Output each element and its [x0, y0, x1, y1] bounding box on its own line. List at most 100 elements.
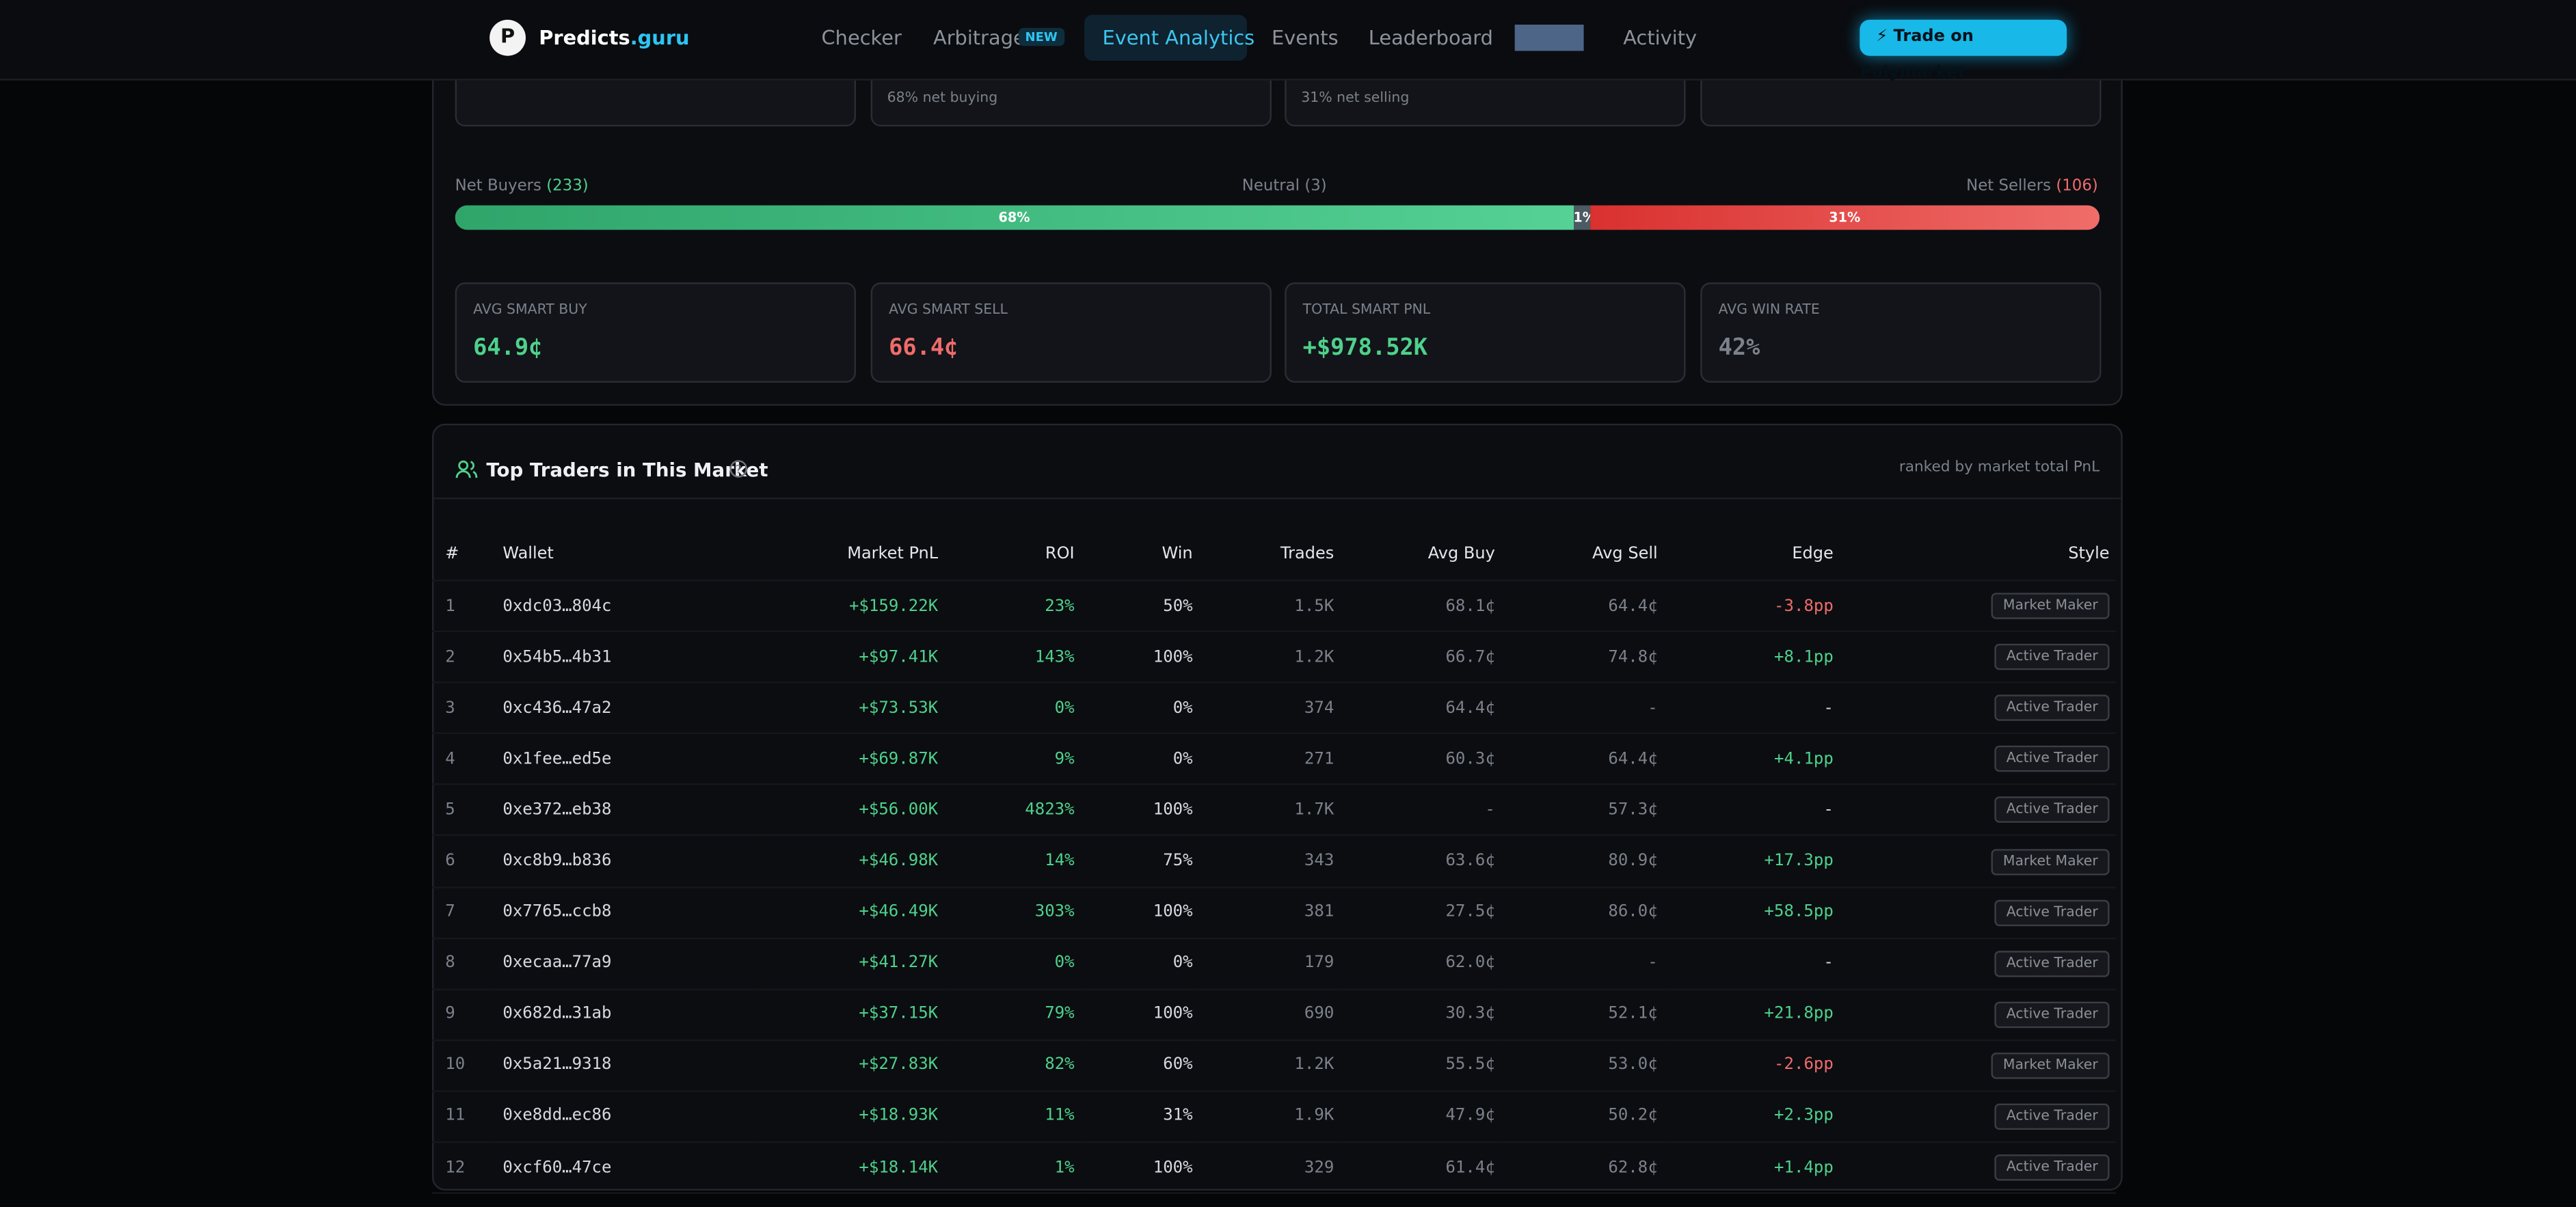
cell: 100% [1081, 1142, 1200, 1195]
style-tag: Active Trader [1994, 899, 2110, 926]
cell: Active Trader [1840, 886, 2117, 939]
cell: -2.6pp [1664, 1040, 1840, 1092]
cell: 79% [944, 989, 1082, 1041]
style-tag: Active Trader [1994, 1001, 2110, 1028]
svg-text:?: ? [736, 463, 742, 476]
cell: 1.9K [1199, 1091, 1341, 1143]
active-tab [1084, 14, 1247, 61]
stat-card: AVG SMART BUY 64.9¢ [455, 282, 857, 383]
nav-link[interactable]: Leaderboard [1368, 26, 1493, 50]
stat-card: AVG WIN RATE 42% [1700, 282, 2102, 383]
cell: 64.4¢ [1501, 580, 1665, 633]
style-tag: Active Trader [1994, 797, 2110, 824]
table-row[interactable]: 5 0xe372…eb38 +$56.00K 4823% 100% 1.7K -57.3¢ -… [432, 785, 2117, 837]
table-row[interactable]: 11 0xe8dd…ec86 +$18.93K 11% 31% 1.9K 47.9¢ 50.2… [432, 1091, 2117, 1143]
nav-link[interactable]: Activity [1623, 26, 1698, 50]
cell: Active Trader [1840, 1142, 2117, 1195]
style-tag: Market Maker [1991, 1052, 2110, 1079]
column-header: # [432, 528, 490, 582]
cell: 0x682d…31ab [489, 989, 756, 1041]
style-tag: Active Trader [1994, 1154, 2110, 1181]
card-note: 68% net buying [887, 90, 998, 107]
table-row[interactable]: 7 0x7765…ccb8 +$46.49K 303% 100% 381 27.5¢ 86.0… [432, 886, 2117, 939]
logo[interactable]: P [489, 19, 526, 56]
cta-button[interactable]: ⚡ Trade on Polymarket [1860, 19, 2067, 82]
cell: 8 [432, 938, 490, 990]
cell: Active Trader [1840, 632, 2117, 683]
cell: 1.7K [1199, 785, 1341, 837]
buyers-label: Net Buyers (233) [455, 177, 589, 195]
cell: 2 [432, 632, 490, 683]
nav-link-active[interactable]: Event Analytics [1102, 26, 1255, 50]
table-row[interactable]: 4 0x1fee…ed5e +$69.87K 9% 0% 271 60.3¢ 64.4¢ +4.… [432, 733, 2117, 786]
cell: 9 [432, 989, 490, 1041]
cell: 66.7¢ [1340, 632, 1502, 683]
stat-label: AVG WIN RATE [1718, 302, 1820, 319]
divider [433, 498, 2121, 500]
cell: 27.5¢ [1340, 886, 1502, 939]
table-row[interactable]: 10 0x5a21…9318 +$27.83K 82% 60% 1.2K 55.5¢ 53.0… [432, 1040, 2117, 1092]
cell: 5 [432, 785, 490, 837]
top-nav: P Predicts.guru Checker Arbitrage NEW Ev… [0, 0, 2576, 82]
column-header: Trades [1199, 528, 1341, 582]
style-tag: Active Trader [1994, 746, 2110, 773]
table-row[interactable]: 1 0xdc03…804c +$159.22K 23% 50% 1.5K 68.1¢ 64.4… [432, 580, 2117, 633]
cell: 86.0¢ [1501, 886, 1665, 939]
style-tag: Active Trader [1994, 694, 2110, 722]
style-tag: Market Maker [1991, 848, 2110, 875]
cell: 0xdc03…804c [489, 580, 756, 633]
cell: 0x7765…ccb8 [489, 886, 756, 939]
stat-value: 66.4¢ [889, 335, 958, 362]
table-row[interactable]: 3 0xc436…47a2 +$73.53K 0% 0% 374 64.4¢ - - Active… [432, 682, 2117, 735]
cell: +$27.83K [755, 1040, 945, 1092]
selected-nav-item[interactable] [1514, 25, 1584, 51]
cell: 64.4¢ [1340, 682, 1502, 735]
cell: 690 [1199, 989, 1341, 1041]
brand[interactable]: Predicts.guru [539, 26, 689, 49]
table-row[interactable]: 8 0xecaa…77a9 +$41.27K 0% 0% 179 62.0¢ - - Active… [432, 938, 2117, 990]
cell: 53.0¢ [1501, 1040, 1665, 1092]
label: Net Buyers [455, 177, 541, 195]
cell: 30.3¢ [1340, 989, 1502, 1041]
cell: 100% [1081, 785, 1200, 837]
table-row[interactable]: 2 0x54b5…4b31 +$97.41K 143% 100% 1.2K 66.7¢ 74.… [432, 632, 2117, 683]
count: (233) [546, 177, 589, 195]
nav-link[interactable]: Arbitrage [933, 26, 1025, 50]
cell: Market Maker [1840, 580, 2117, 633]
table-title: Top Traders in This Market [486, 458, 768, 481]
cell: 80.9¢ [1501, 835, 1665, 888]
cell: 0% [944, 938, 1082, 990]
count: (3) [1304, 177, 1327, 195]
table-row[interactable]: 6 0xc8b9…b836 +$46.98K 14% 75% 343 63.6¢ 80.9¢ +… [432, 835, 2117, 888]
new-badge: NEW [1018, 27, 1064, 46]
brand-suffix: .guru [630, 26, 690, 50]
sellers-label: Net Sellers (106) [1966, 177, 2098, 195]
cell: +$73.53K [755, 682, 945, 735]
cell: 47.9¢ [1340, 1091, 1502, 1143]
style-tag: Active Trader [1994, 1103, 2110, 1130]
cell: 6 [432, 835, 490, 888]
stat-card: TOTAL SMART PNL +$978.52K [1285, 282, 1686, 383]
cell: 63.6¢ [1340, 835, 1502, 888]
column-header: Style [1840, 528, 2117, 582]
cell: - [1501, 938, 1665, 990]
cell: Active Trader [1840, 1091, 2117, 1143]
cell: +$56.00K [755, 785, 945, 837]
cell: 0xe8dd…ec86 [489, 1091, 756, 1143]
cta-label: Trade on Polymarket [1860, 27, 1974, 83]
nav-link[interactable]: Checker [821, 26, 902, 50]
bar-segment: 1% [1573, 205, 1590, 230]
cell: +8.1pp [1664, 632, 1840, 683]
style-tag: Active Trader [1994, 950, 2110, 977]
table-row[interactable]: 9 0x682d…31ab +$37.15K 79% 100% 690 30.3¢ 52.1¢… [432, 989, 2117, 1041]
cell: - [1664, 785, 1840, 837]
cell: 0% [944, 682, 1082, 735]
style-tag: Active Trader [1994, 644, 2110, 670]
table-row[interactable]: 12 0xcf60…47ce +$18.14K 1% 100% 329 61.4¢ 62.8¢… [432, 1142, 2117, 1195]
cell: 74.8¢ [1501, 632, 1665, 683]
help-icon[interactable]: ? [729, 460, 747, 478]
cell: 179 [1199, 938, 1341, 990]
cell: Market Maker [1840, 1040, 2117, 1092]
nav-link[interactable]: Events [1271, 26, 1339, 50]
cell: 3 [432, 682, 490, 735]
